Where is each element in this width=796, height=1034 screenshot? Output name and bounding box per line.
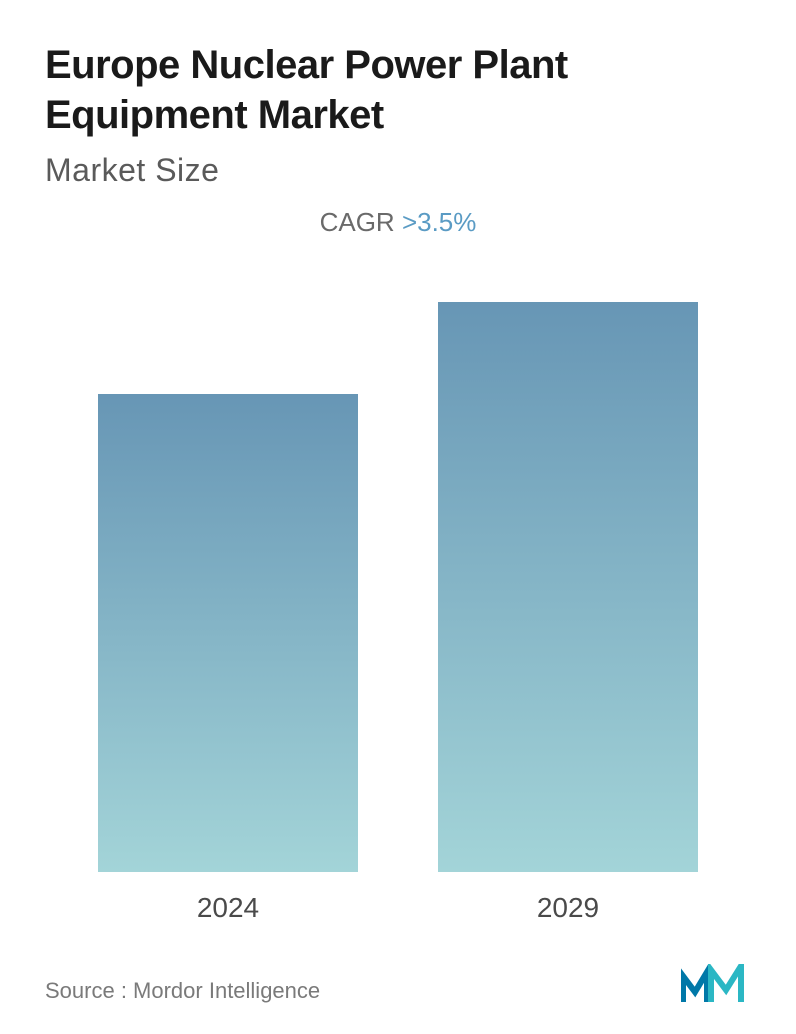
- chart-container: Europe Nuclear Power Plant Equipment Mar…: [0, 0, 796, 1034]
- bar-group-0: 2024: [98, 394, 358, 924]
- bar-label-1: 2029: [537, 892, 599, 924]
- cagr-label: CAGR: [320, 207, 402, 237]
- bar-label-0: 2024: [197, 892, 259, 924]
- source-text: Source : Mordor Intelligence: [45, 978, 320, 1004]
- bar-1: [438, 302, 698, 872]
- bar-chart: 2024 2029: [45, 298, 751, 924]
- subtitle: Market Size: [45, 152, 751, 189]
- cagr-row: CAGR >3.5%: [45, 207, 751, 238]
- bar-0: [98, 394, 358, 872]
- bar-group-1: 2029: [438, 302, 698, 924]
- page-title: Europe Nuclear Power Plant Equipment Mar…: [45, 40, 751, 140]
- cagr-value: >3.5%: [402, 207, 476, 237]
- footer: Source : Mordor Intelligence: [45, 964, 751, 1004]
- mordor-logo-icon: [681, 964, 751, 1004]
